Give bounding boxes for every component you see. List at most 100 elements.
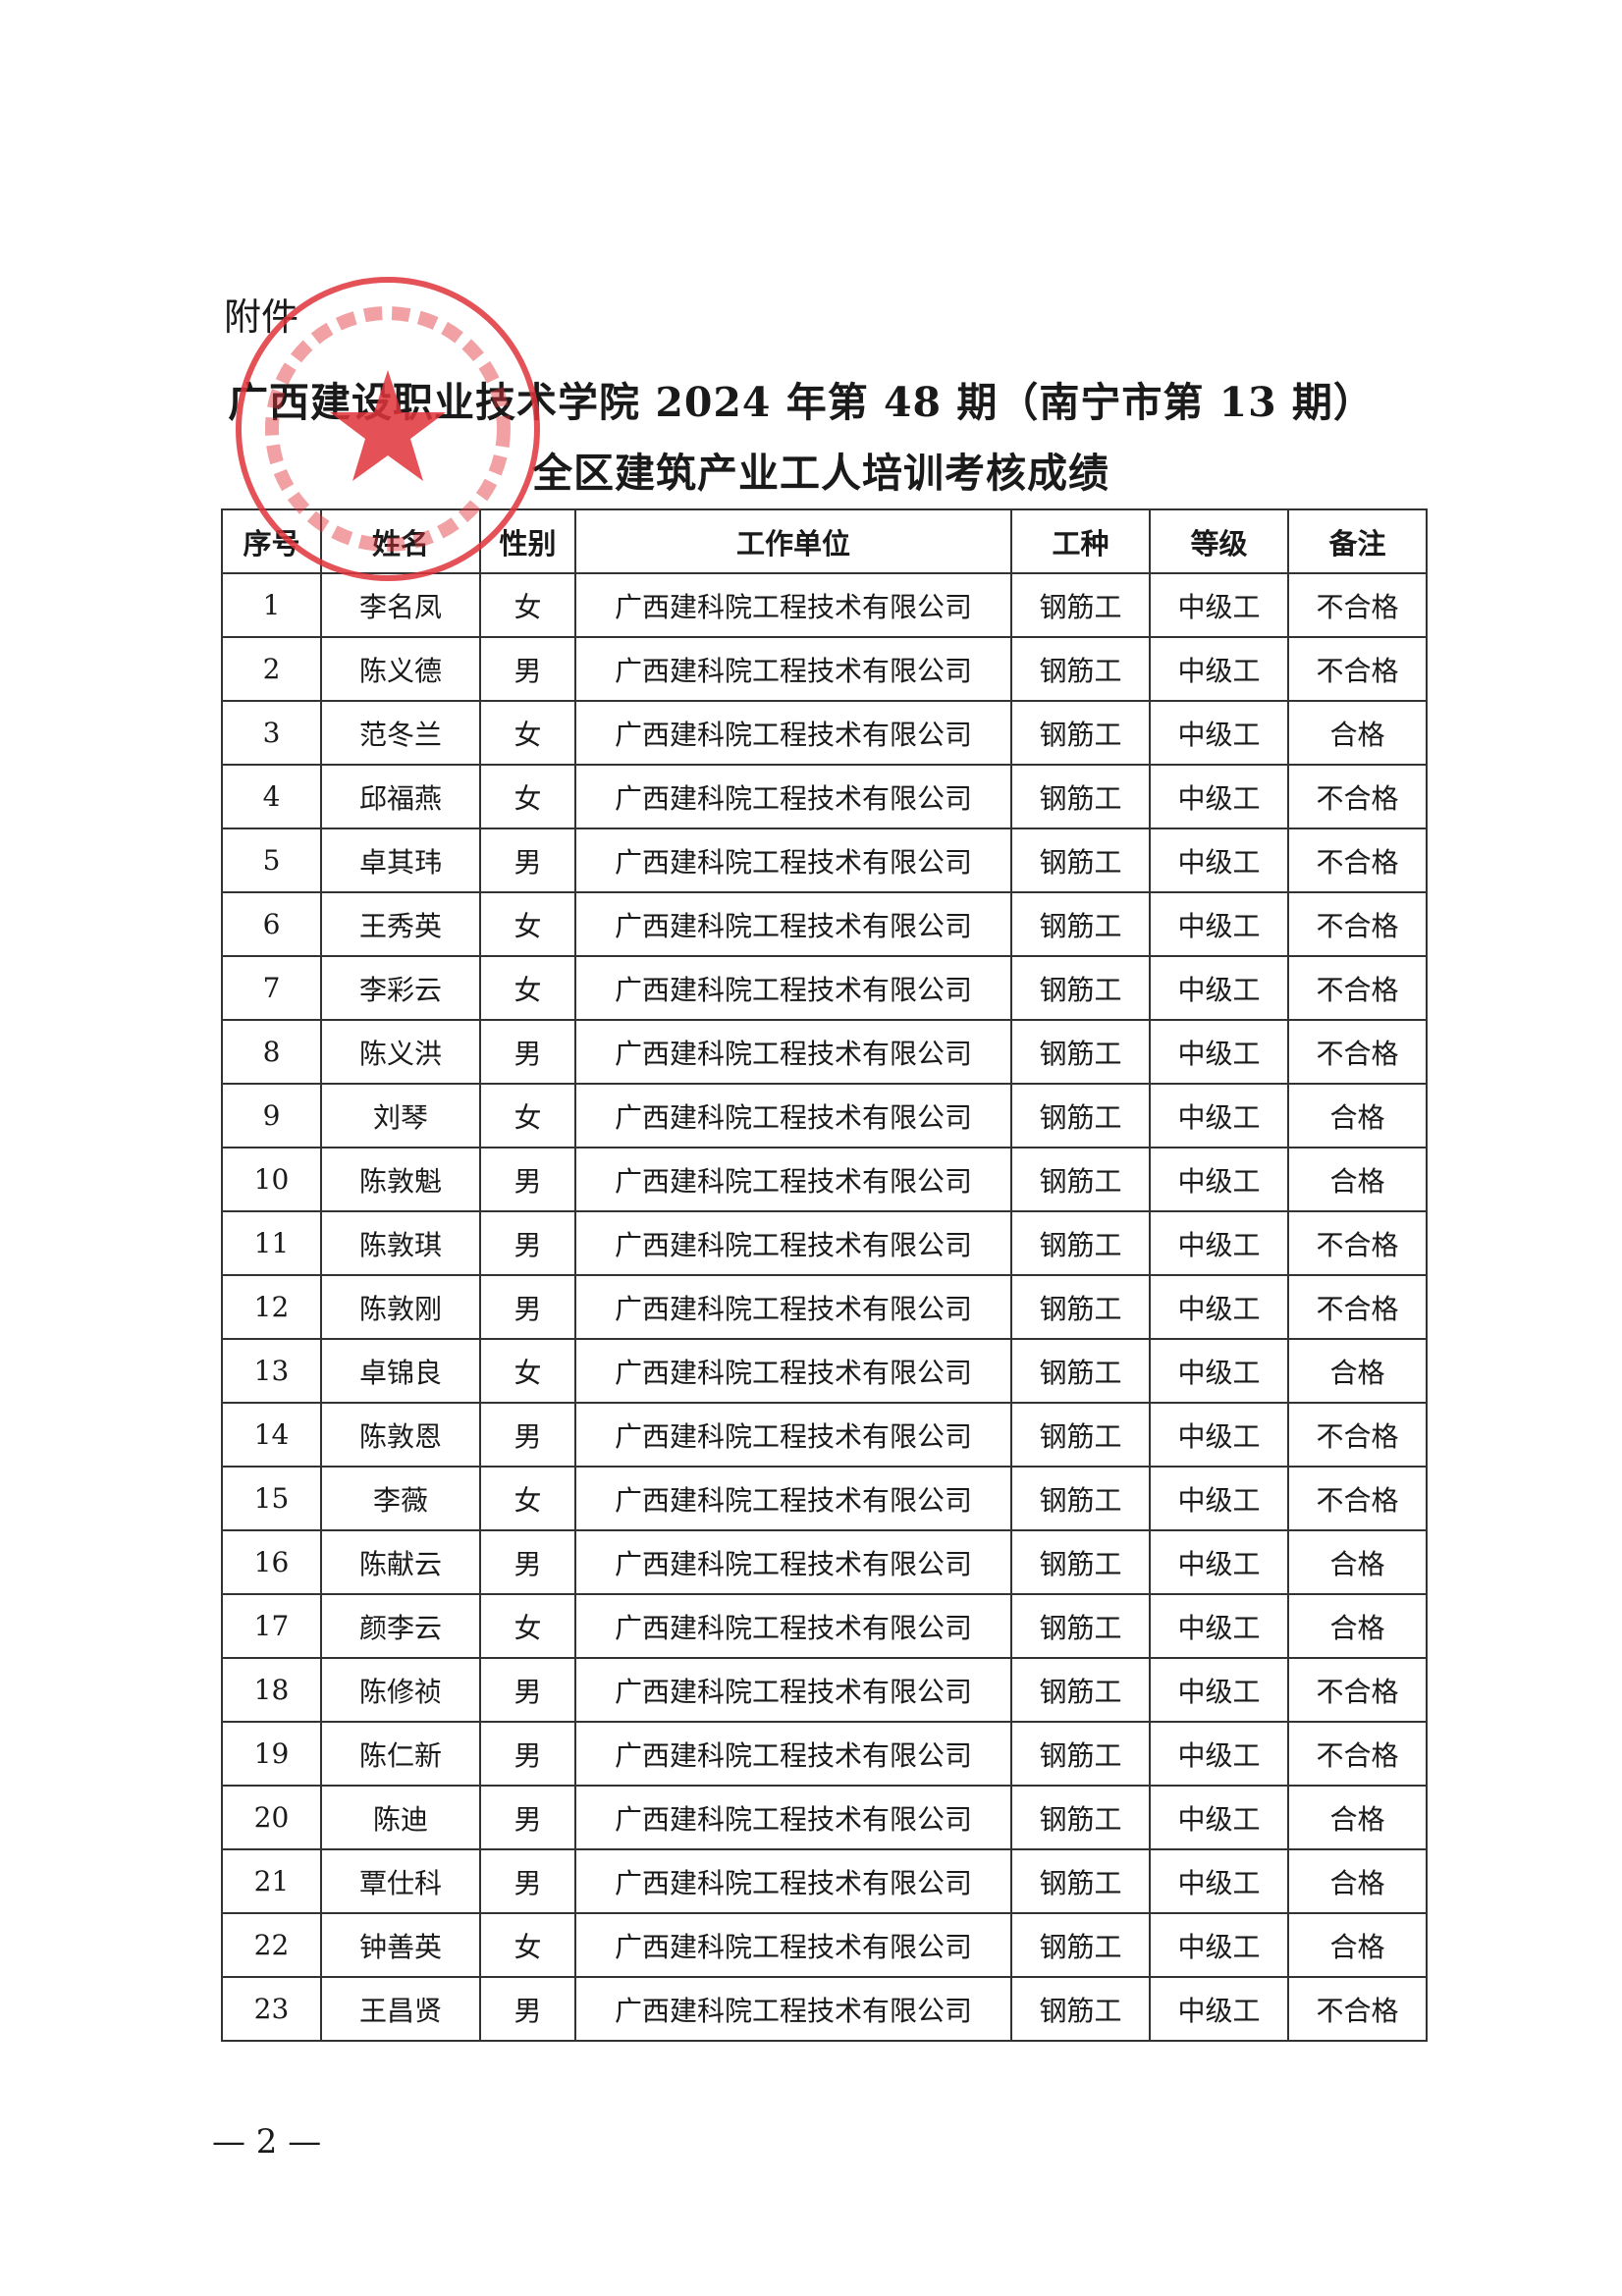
cell-col-level: 中级工	[1149, 1338, 1289, 1404]
cell-col-name: 王秀英	[320, 891, 481, 957]
cell-col-level: 中级工	[1149, 1529, 1289, 1595]
cell-col-remark: 不合格	[1287, 572, 1428, 638]
cell-col-name: 覃仕科	[320, 1848, 481, 1914]
cell-col-gender: 男	[479, 1785, 576, 1850]
table-row: 19 陈仁新男广西建科院工程技术有限公司 钢筋工 中级工 不合格	[221, 1721, 1428, 1787]
cell-col-level: 中级工	[1149, 955, 1289, 1021]
cell-col-gender: 男	[479, 1721, 576, 1787]
cell-col-remark: 不合格	[1287, 1210, 1428, 1276]
cell-col-remark: 不合格	[1287, 1721, 1428, 1787]
cell-col-name: 范冬兰	[320, 700, 481, 766]
table-header-row: 序号 姓名 性别 工作单位 工种 等级 备注	[221, 508, 1428, 574]
cell-col-employer: 广西建科院工程技术有限公司	[574, 1274, 1012, 1340]
table-row: 11 陈敦琪男广西建科院工程技术有限公司 钢筋工 中级工 不合格	[221, 1210, 1428, 1276]
cell-col-remark: 合格	[1287, 700, 1428, 766]
cell-col-trade: 钢筋工	[1010, 1019, 1151, 1085]
cell-col-employer: 广西建科院工程技术有限公司	[574, 764, 1012, 829]
cell-col-name: 陈敦魁	[320, 1147, 481, 1212]
cell-col-remark: 不合格	[1287, 955, 1428, 1021]
cell-col-level: 中级工	[1149, 891, 1289, 957]
cell-col-name: 陈敦刚	[320, 1274, 481, 1340]
cell-col-name: 王昌贤	[320, 1976, 481, 2042]
cell-col-employer: 广西建科院工程技术有限公司	[574, 1466, 1012, 1531]
cell-col-level: 中级工	[1149, 1019, 1289, 1085]
cell-col-level: 中级工	[1149, 572, 1289, 638]
cell-col-employer: 广西建科院工程技术有限公司	[574, 1657, 1012, 1723]
cell-col-employer: 广西建科院工程技术有限公司	[574, 1402, 1012, 1468]
cell-col-index: 2	[221, 636, 322, 702]
cell-col-employer: 广西建科院工程技术有限公司	[574, 1976, 1012, 2042]
cell-col-level: 中级工	[1149, 1083, 1289, 1148]
cell-col-trade: 钢筋工	[1010, 764, 1151, 829]
table-row: 5 卓其玮男广西建科院工程技术有限公司 钢筋工 中级工 不合格	[221, 828, 1428, 893]
cell-col-employer: 广西建科院工程技术有限公司	[574, 828, 1012, 893]
cell-col-gender: 男	[479, 1848, 576, 1914]
cell-col-level: 中级工	[1149, 1848, 1289, 1914]
cell-col-gender: 男	[479, 1529, 576, 1595]
cell-col-trade: 钢筋工	[1010, 1274, 1151, 1340]
cell-col-trade: 钢筋工	[1010, 891, 1151, 957]
cell-col-name: 陈敦恩	[320, 1402, 481, 1468]
cell-col-index: 8	[221, 1019, 322, 1085]
cell-col-index: 4	[221, 764, 322, 829]
cell-col-gender: 男	[479, 1976, 576, 2042]
cell-col-name: 陈敦琪	[320, 1210, 481, 1276]
cell-col-trade: 钢筋工	[1010, 1083, 1151, 1148]
table-row: 10 陈敦魁男广西建科院工程技术有限公司 钢筋工 中级工 合格	[221, 1147, 1428, 1212]
cell-col-remark: 不合格	[1287, 1274, 1428, 1340]
table-row: 9 刘琴女广西建科院工程技术有限公司 钢筋工 中级工 合格	[221, 1083, 1428, 1148]
cell-col-trade: 钢筋工	[1010, 828, 1151, 893]
cell-col-trade: 钢筋工	[1010, 1402, 1151, 1468]
cell-col-name: 颜李云	[320, 1593, 481, 1659]
table-row: 8 陈义洪男广西建科院工程技术有限公司 钢筋工 中级工 不合格	[221, 1019, 1428, 1085]
cell-col-name: 李薇	[320, 1466, 481, 1531]
cell-col-level: 中级工	[1149, 1593, 1289, 1659]
cell-col-name: 陈义德	[320, 636, 481, 702]
cell-col-employer: 广西建科院工程技术有限公司	[574, 1848, 1012, 1914]
cell-col-gender: 男	[479, 636, 576, 702]
table-row: 23 王昌贤男广西建科院工程技术有限公司 钢筋工 中级工 不合格	[221, 1976, 1428, 2042]
cell-col-remark: 不合格	[1287, 764, 1428, 829]
cell-col-index: 18	[221, 1657, 322, 1723]
cell-col-level: 中级工	[1149, 1912, 1289, 1978]
cell-col-gender: 男	[479, 1402, 576, 1468]
cell-col-index: 17	[221, 1593, 322, 1659]
cell-col-employer: 广西建科院工程技术有限公司	[574, 1912, 1012, 1978]
cell-col-gender: 女	[479, 764, 576, 829]
cell-col-employer: 广西建科院工程技术有限公司	[574, 1019, 1012, 1085]
cell-col-index: 12	[221, 1274, 322, 1340]
cell-col-index: 11	[221, 1210, 322, 1276]
table-row: 12 陈敦刚男广西建科院工程技术有限公司 钢筋工 中级工 不合格	[221, 1274, 1428, 1340]
table-row: 7 李彩云女广西建科院工程技术有限公司 钢筋工 中级工 不合格	[221, 955, 1428, 1021]
cell-col-name: 李名凤	[320, 572, 481, 638]
table-row: 2 陈义德男广西建科院工程技术有限公司 钢筋工 中级工 不合格	[221, 636, 1428, 702]
cell-col-gender: 男	[479, 1657, 576, 1723]
cell-col-trade: 钢筋工	[1010, 1976, 1151, 2042]
table-row: 21 覃仕科男广西建科院工程技术有限公司 钢筋工 中级工 合格	[221, 1848, 1428, 1914]
header-col-trade: 工种	[1010, 508, 1151, 574]
cell-col-index: 21	[221, 1848, 322, 1914]
cell-col-gender: 女	[479, 1593, 576, 1659]
cell-col-remark: 合格	[1287, 1912, 1428, 1978]
table-row: 14 陈敦恩男广西建科院工程技术有限公司 钢筋工 中级工 不合格	[221, 1402, 1428, 1468]
cell-col-name: 陈义洪	[320, 1019, 481, 1085]
cell-col-remark: 不合格	[1287, 891, 1428, 957]
table-row: 15 李薇女广西建科院工程技术有限公司 钢筋工 中级工 不合格	[221, 1466, 1428, 1531]
header-col-level: 等级	[1149, 508, 1289, 574]
table-row: 18 陈修祯男广西建科院工程技术有限公司 钢筋工 中级工 不合格	[221, 1657, 1428, 1723]
cell-col-name: 邱福燕	[320, 764, 481, 829]
cell-col-trade: 钢筋工	[1010, 1721, 1151, 1787]
cell-col-gender: 男	[479, 1274, 576, 1340]
cell-col-name: 刘琴	[320, 1083, 481, 1148]
table-row: 16 陈献云男广西建科院工程技术有限公司 钢筋工 中级工 合格	[221, 1529, 1428, 1595]
cell-col-gender: 男	[479, 1147, 576, 1212]
cell-col-remark: 不合格	[1287, 1402, 1428, 1468]
cell-col-index: 23	[221, 1976, 322, 2042]
cell-col-gender: 女	[479, 1912, 576, 1978]
cell-col-name: 陈修祯	[320, 1657, 481, 1723]
cell-col-name: 李彩云	[320, 955, 481, 1021]
cell-col-name: 卓其玮	[320, 828, 481, 893]
cell-col-trade: 钢筋工	[1010, 700, 1151, 766]
cell-col-trade: 钢筋工	[1010, 1912, 1151, 1978]
cell-col-name: 卓锦良	[320, 1338, 481, 1404]
